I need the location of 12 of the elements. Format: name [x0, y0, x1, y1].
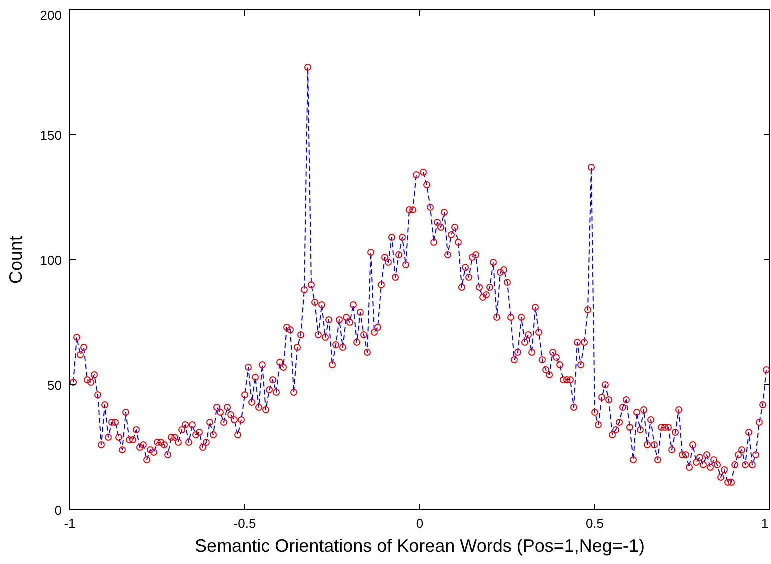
y-tick-label: 0: [54, 503, 62, 518]
x-tick-label: 0.5: [586, 516, 604, 531]
x-axis-title: Semantic Orientations of Korean Words (Pos=1,Neg=-1): [195, 536, 645, 556]
y-tick-label: 50: [48, 378, 62, 393]
x-tick-label: -0.5: [234, 516, 256, 531]
x-tick-label: -1: [64, 516, 76, 531]
y-axis-title: Count: [6, 236, 26, 284]
x-tick-label: 0: [416, 516, 424, 531]
x-tick-label: 1: [761, 516, 769, 531]
y-tick-label: 150: [40, 128, 62, 143]
y-tick-label: 100: [40, 253, 62, 268]
y-tick-label: 200: [40, 8, 62, 23]
